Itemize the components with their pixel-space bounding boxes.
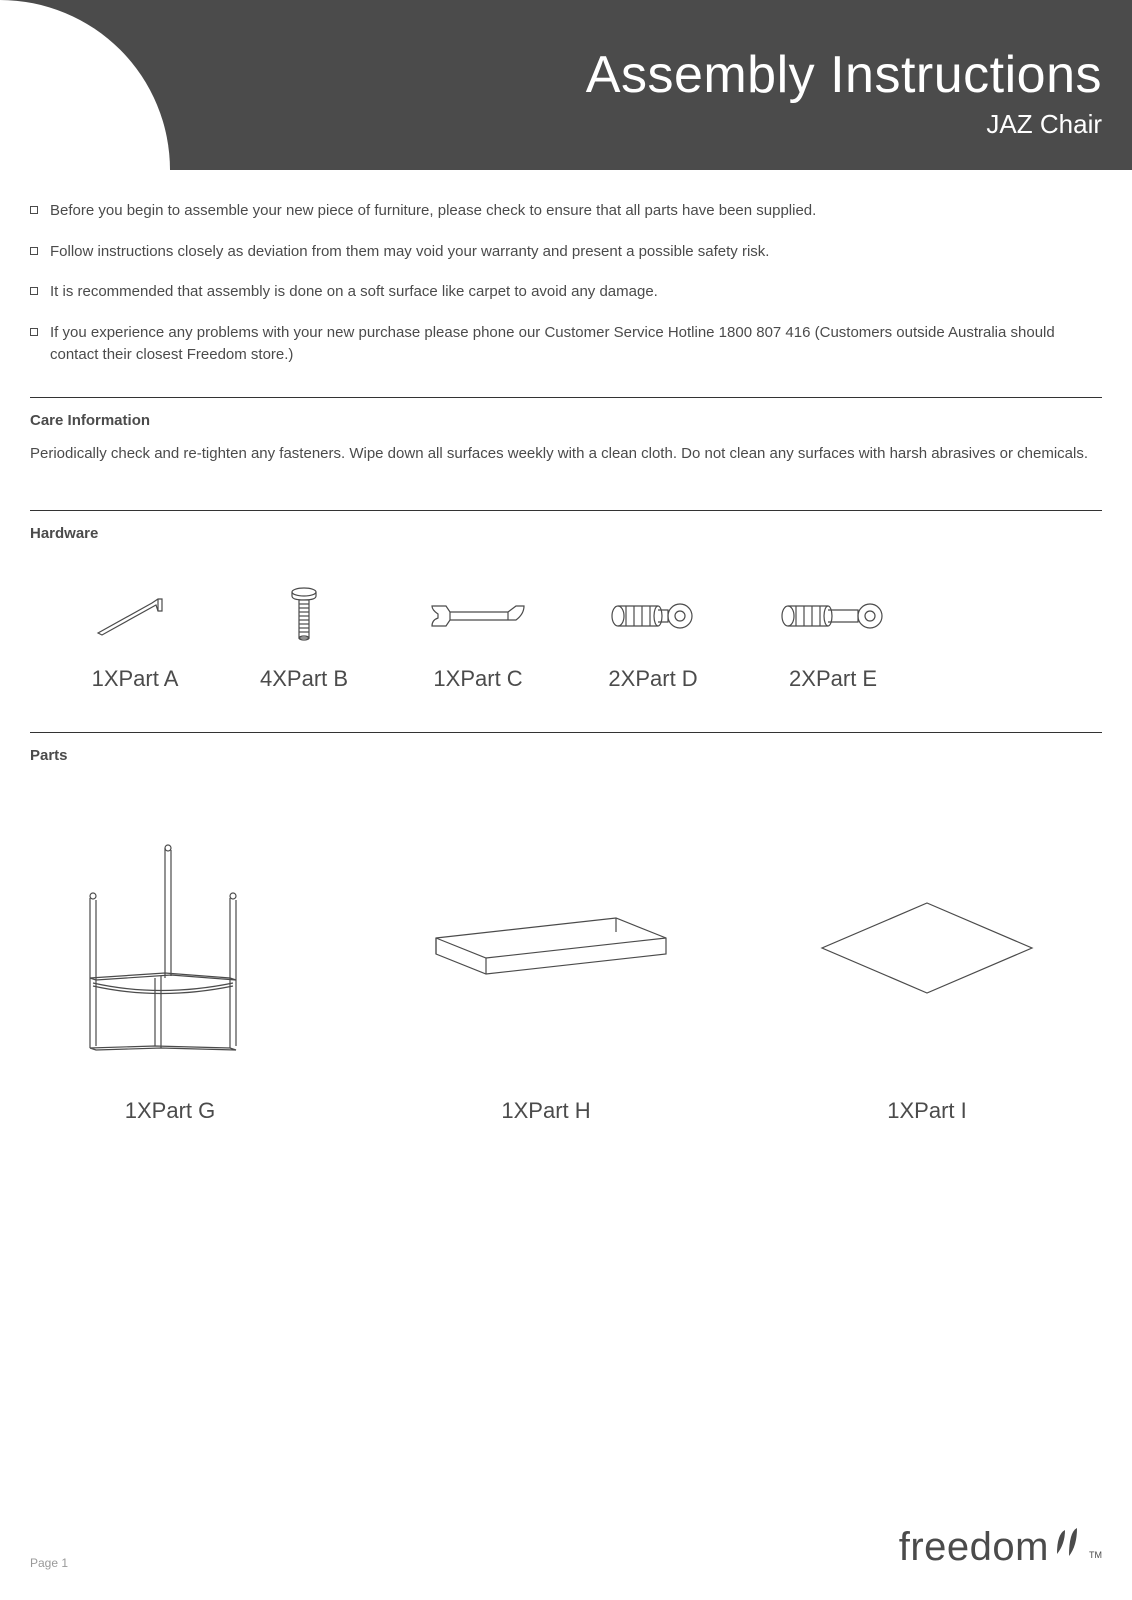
part-label: 1XPart I: [887, 1098, 967, 1124]
knob-short-icon: [608, 586, 698, 646]
part-label: 1XPart G: [125, 1098, 216, 1124]
parts-row: 1XPart G 1XPart H 1XPart I: [30, 778, 1102, 1164]
logo-mark-icon: [1051, 1524, 1087, 1565]
hardware-item: 1XPart C: [428, 586, 528, 692]
header-text-block: Assembly Instructions JAZ Chair: [586, 45, 1102, 140]
care-heading: Care Information: [30, 412, 1102, 429]
square-bullet-icon: [30, 206, 38, 214]
intro-list: Before you begin to assemble your new pi…: [30, 200, 1102, 367]
part-item: 1XPart G: [60, 838, 280, 1124]
intro-item: Before you begin to assemble your new pi…: [30, 200, 1102, 223]
page: Assembly Instructions JAZ Chair Before y…: [0, 0, 1132, 1600]
bolt-icon: [289, 586, 319, 646]
part-item: 1XPart H: [416, 838, 676, 1124]
section-divider: [30, 397, 1102, 398]
part-item: 1XPart I: [812, 838, 1042, 1124]
square-bullet-icon: [30, 328, 38, 336]
intro-text: It is recommended that assembly is done …: [50, 281, 658, 304]
header-curve: [0, 0, 170, 170]
intro-text: Follow instructions closely as deviation…: [50, 241, 769, 264]
hardware-item: 4XPart B: [260, 586, 348, 692]
square-bullet-icon: [30, 287, 38, 295]
intro-item: It is recommended that assembly is done …: [30, 281, 1102, 304]
hardware-label: 1XPart A: [92, 666, 179, 692]
hardware-item: 2XPart E: [778, 586, 888, 692]
intro-item: If you experience any problems with your…: [30, 322, 1102, 367]
logo-tm: TM: [1089, 1550, 1102, 1560]
section-divider: [30, 732, 1102, 733]
intro-text: Before you begin to assemble your new pi…: [50, 200, 816, 223]
page-footer: Page 1 freedom TM: [30, 1524, 1102, 1570]
hardware-item: 1XPart A: [90, 586, 180, 692]
care-text: Periodically check and re-tighten any fa…: [30, 443, 1102, 466]
intro-text: If you experience any problems with your…: [50, 322, 1102, 367]
hardware-label: 1XPart C: [433, 666, 522, 692]
freedom-logo: freedom TM: [899, 1524, 1102, 1570]
part-label: 1XPart H: [501, 1098, 590, 1124]
parts-heading: Parts: [30, 747, 1102, 764]
hardware-heading: Hardware: [30, 525, 1102, 542]
page-number: Page 1: [30, 1556, 68, 1570]
hardware-label: 2XPart D: [608, 666, 697, 692]
hardware-label: 4XPart B: [260, 666, 348, 692]
hardware-label: 2XPart E: [789, 666, 877, 692]
logo-text: freedom: [899, 1525, 1049, 1570]
intro-item: Follow instructions closely as deviation…: [30, 241, 1102, 264]
square-bullet-icon: [30, 247, 38, 255]
seat-pad-icon: [416, 838, 676, 1058]
allen-key-icon: [90, 586, 180, 646]
knob-long-icon: [778, 586, 888, 646]
hardware-item: 2XPart D: [608, 586, 698, 692]
section-divider: [30, 510, 1102, 511]
header-banner: Assembly Instructions JAZ Chair: [0, 0, 1132, 170]
spanner-icon: [428, 586, 528, 646]
product-name: JAZ Chair: [586, 109, 1102, 140]
hardware-row: 1XPart A 4XPart B: [30, 556, 1102, 732]
cushion-icon: [812, 838, 1042, 1058]
chair-frame-icon: [60, 838, 280, 1058]
document-title: Assembly Instructions: [586, 45, 1102, 105]
